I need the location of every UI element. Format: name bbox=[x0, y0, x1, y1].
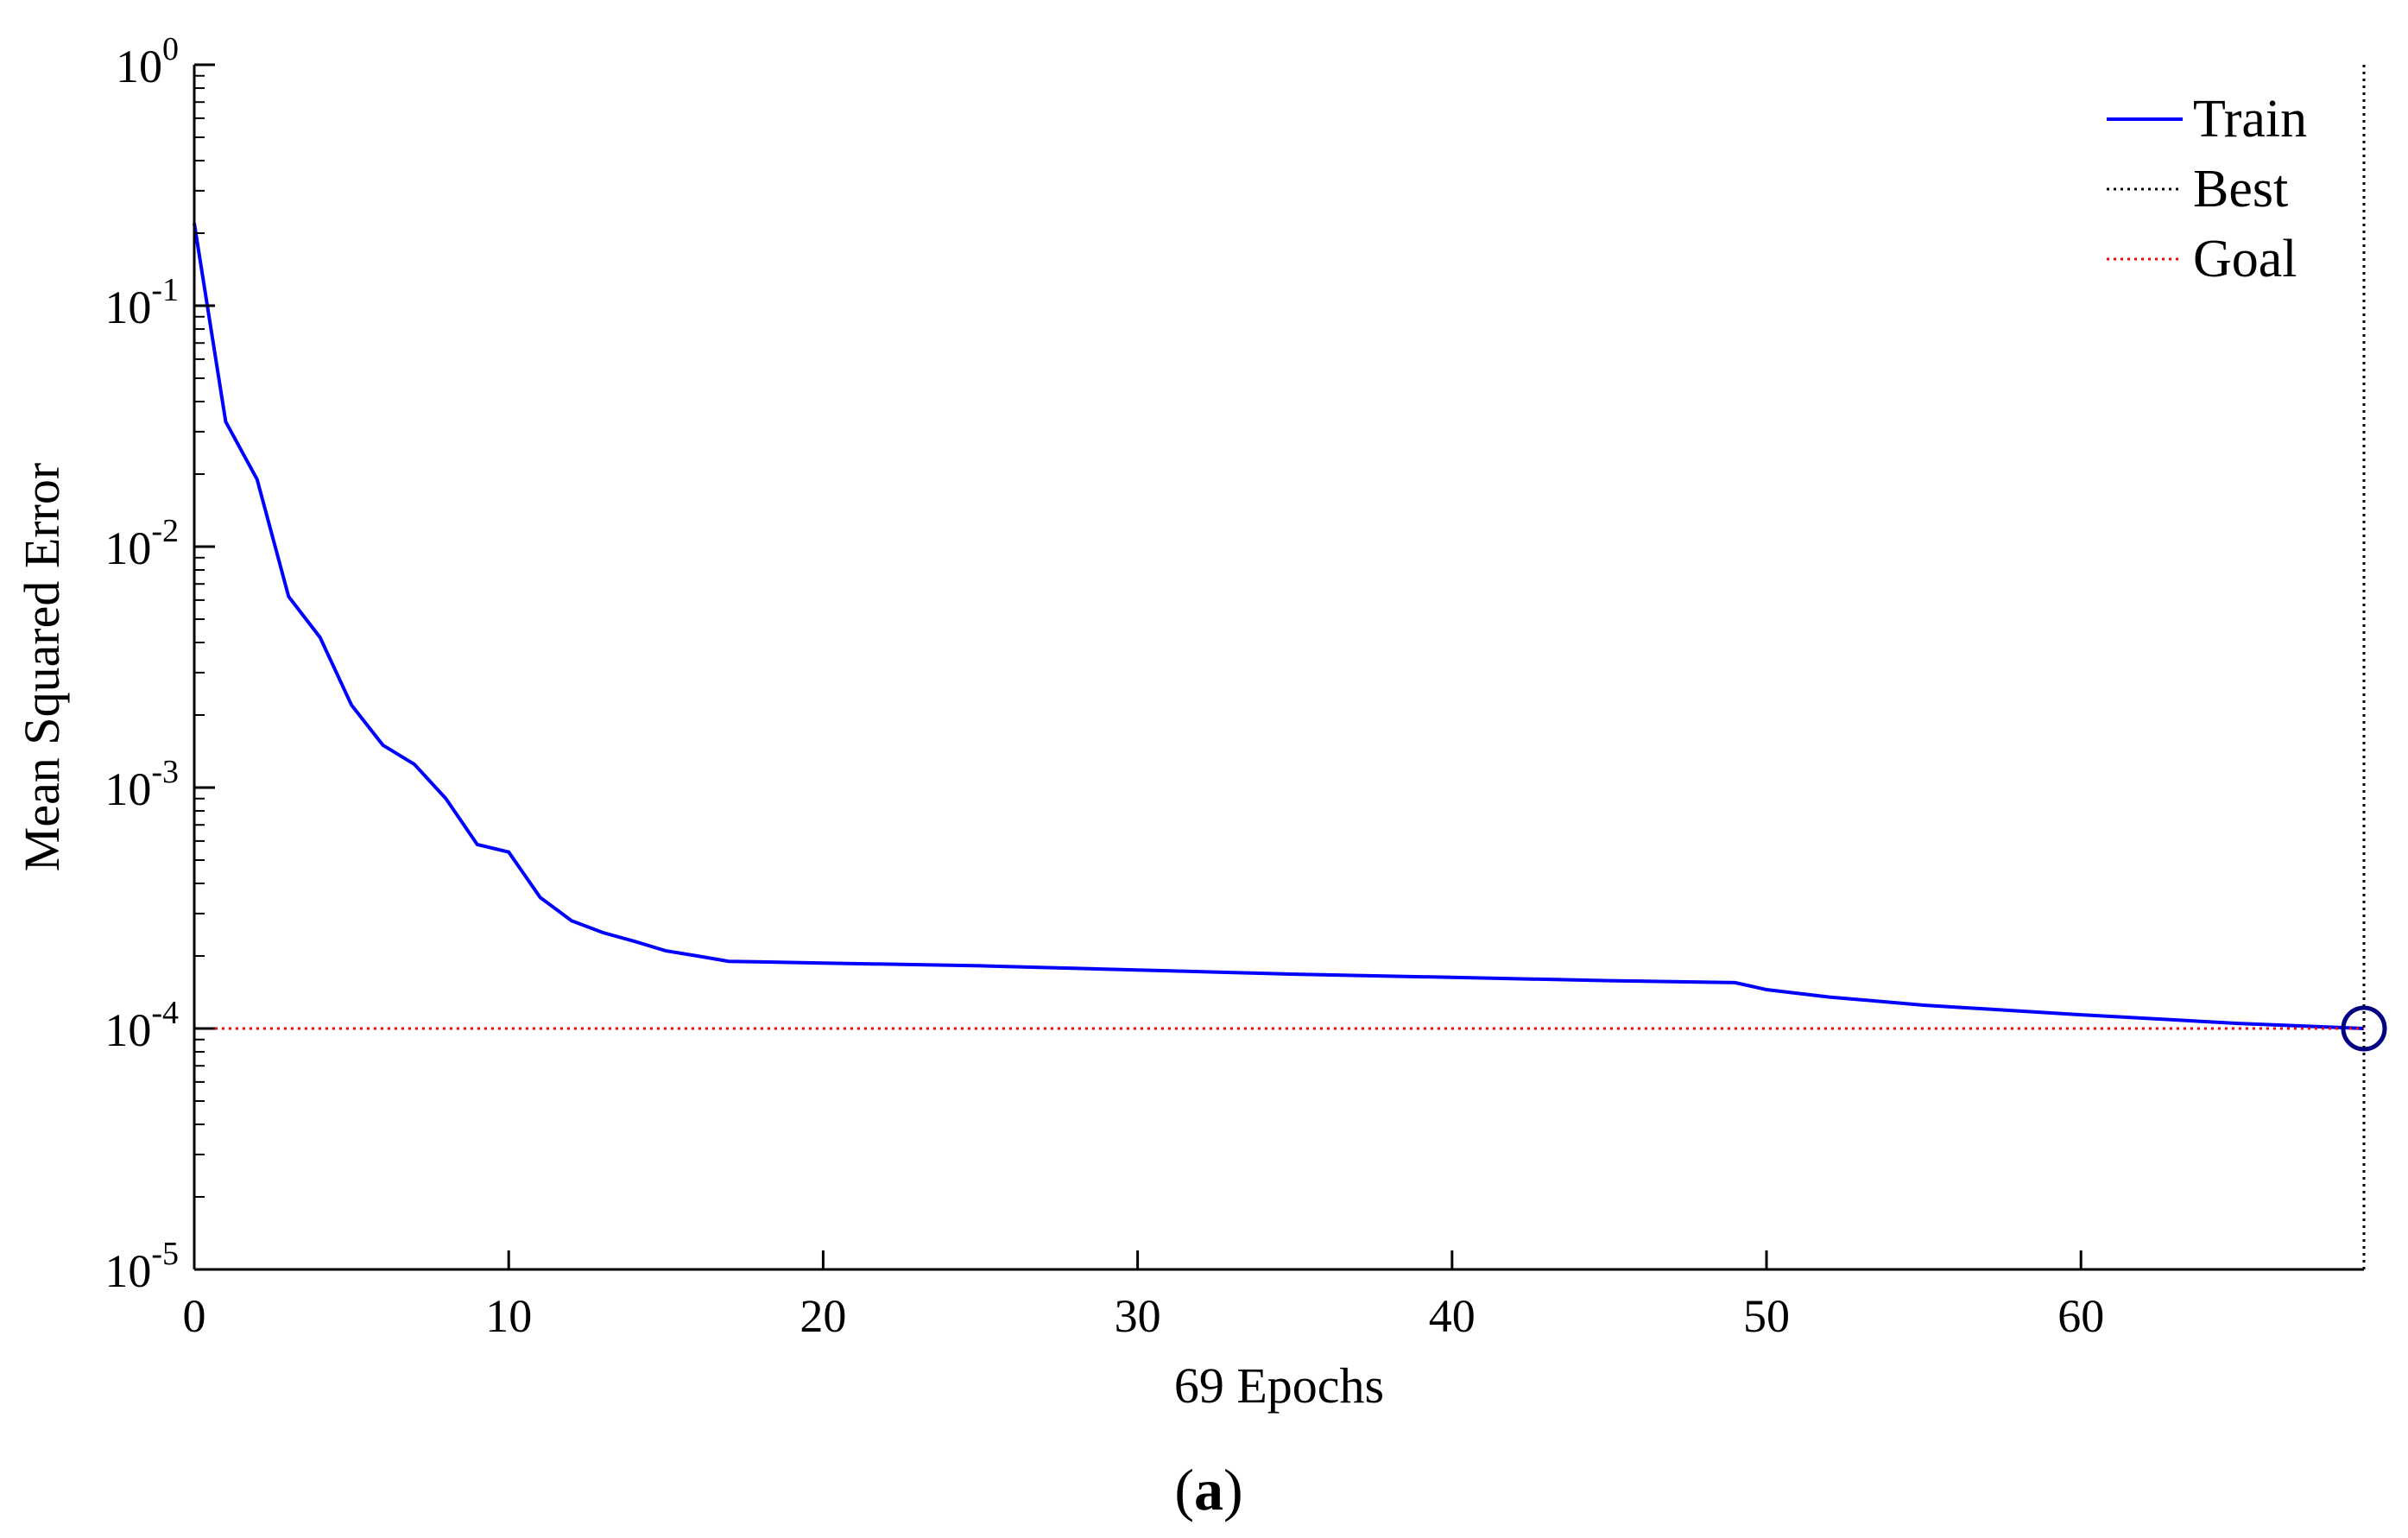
y-tick-label: 10-2 bbox=[104, 513, 179, 574]
y-tick-exponent: -1 bbox=[151, 272, 179, 308]
legend-label-best: Best bbox=[2193, 160, 2288, 218]
legend-label-train: Train bbox=[2193, 90, 2307, 149]
y-tick-base: 10 bbox=[104, 1004, 151, 1056]
y-axis-label: Mean Squared Error bbox=[14, 463, 70, 872]
best-point-marker bbox=[2341, 1005, 2387, 1052]
x-tick-label: 40 bbox=[1429, 1290, 1476, 1342]
x-tick-label: 30 bbox=[1115, 1290, 1161, 1342]
x-tick-label: 60 bbox=[2057, 1290, 2104, 1342]
y-tick-exponent: -4 bbox=[151, 995, 179, 1031]
series-train-line bbox=[193, 223, 2365, 1030]
y-tick-label: 10-1 bbox=[104, 272, 179, 333]
axes bbox=[193, 63, 2364, 1271]
y-tick-base: 10 bbox=[104, 1245, 151, 1297]
y-tick-exponent: -3 bbox=[151, 754, 179, 790]
panel-label-letter: a bbox=[1194, 1457, 1223, 1522]
x-tick-label: 50 bbox=[1743, 1290, 1790, 1342]
x-tick-label: 0 bbox=[183, 1290, 206, 1342]
panel-label-close: ) bbox=[1223, 1457, 1243, 1522]
legend-label-goal: Goal bbox=[2193, 230, 2297, 288]
y-tick-base: 10 bbox=[104, 763, 151, 815]
y-tick-label: 100 bbox=[116, 31, 179, 92]
y-tick-base: 10 bbox=[116, 41, 162, 92]
y-tick-exponent: -5 bbox=[151, 1236, 179, 1272]
y-tick-exponent: -2 bbox=[151, 513, 179, 549]
plot-area bbox=[193, 65, 2387, 1269]
y-tick-exponent: 0 bbox=[162, 31, 179, 67]
x-axis-label: 69 Epochs bbox=[1174, 1358, 1384, 1414]
legend: Train Best Goal bbox=[2107, 90, 2307, 288]
y-tick-label: 10-4 bbox=[104, 995, 179, 1056]
x-tick-label: 20 bbox=[800, 1290, 846, 1342]
y-tick-base: 10 bbox=[104, 282, 151, 333]
panel-label-open: ( bbox=[1174, 1457, 1194, 1522]
y-tick-label: 10-3 bbox=[104, 754, 179, 815]
x-tick-label: 10 bbox=[485, 1290, 532, 1342]
y-tick-base: 10 bbox=[104, 522, 151, 574]
panel-label: (a) bbox=[1174, 1457, 1242, 1522]
y-tick-label: 10-5 bbox=[104, 1236, 179, 1297]
